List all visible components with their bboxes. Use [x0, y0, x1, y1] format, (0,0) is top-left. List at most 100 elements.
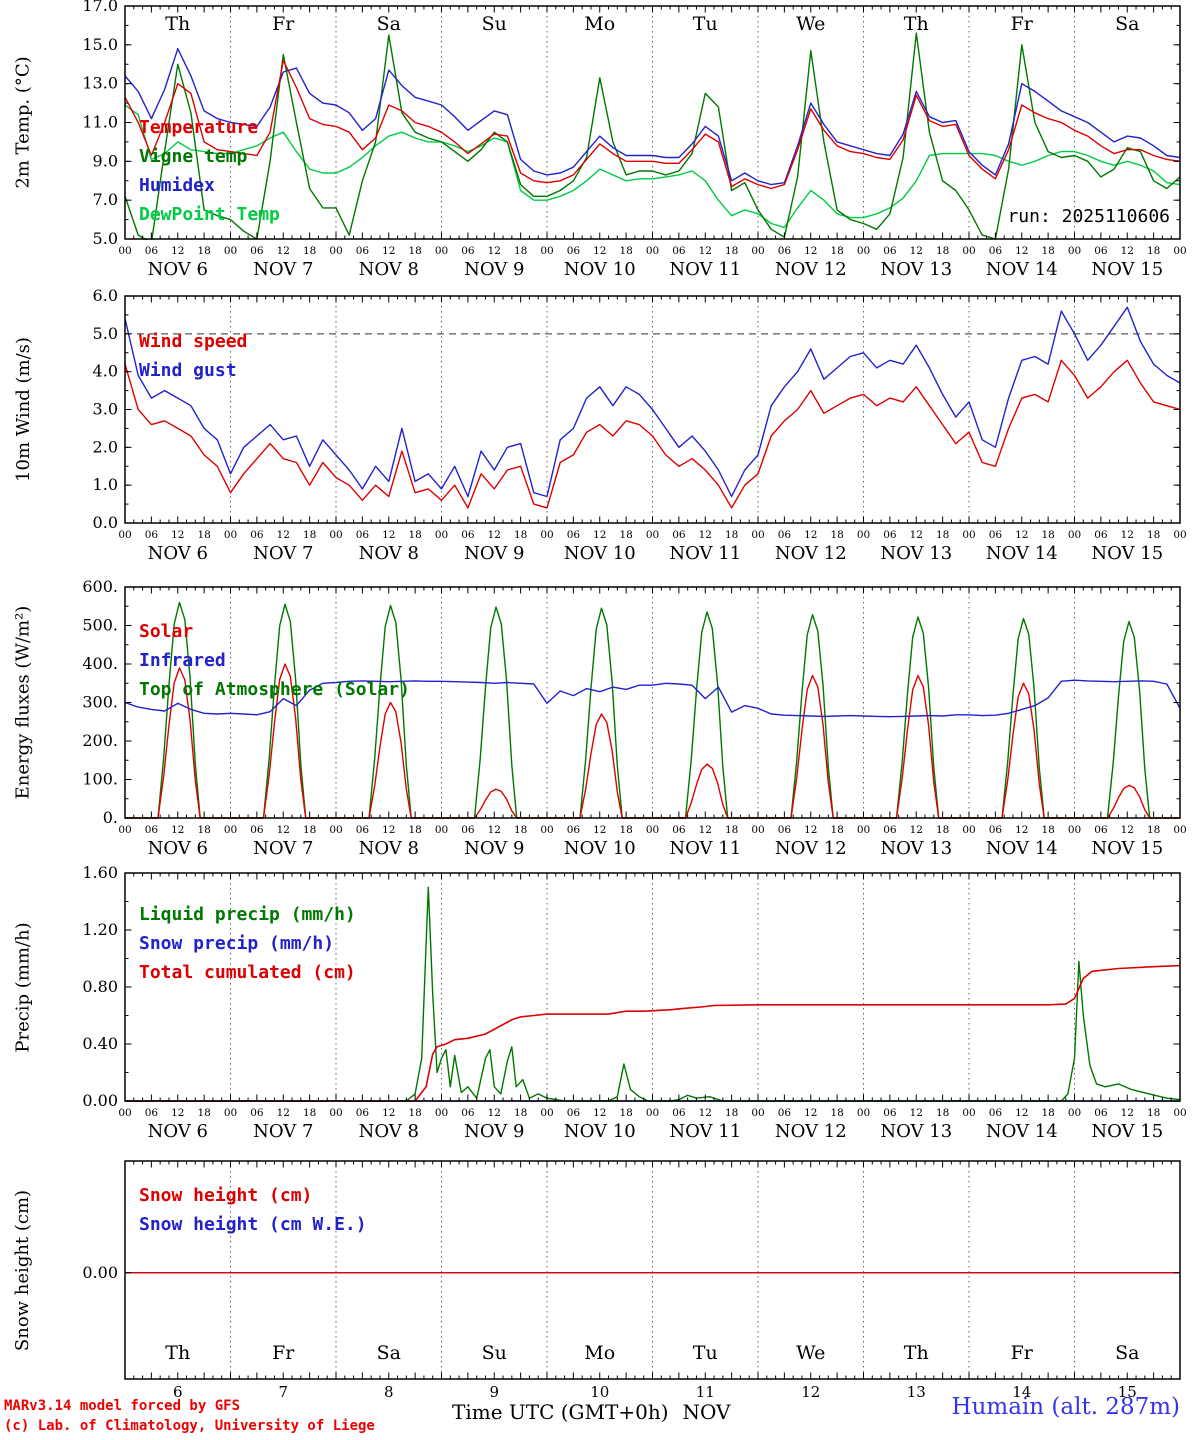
y-axis-title-energy: Energy fluxes (W/m²)	[0, 587, 46, 818]
svg-text:00: 00	[118, 245, 131, 257]
svg-text:00: 00	[435, 529, 448, 541]
svg-text:12: 12	[910, 245, 923, 257]
svg-text:300.: 300.	[82, 693, 118, 712]
svg-text:00: 00	[435, 1107, 448, 1119]
svg-text:Th: Th	[165, 1342, 190, 1364]
svg-text:00: 00	[540, 824, 553, 836]
svg-text:18: 18	[514, 529, 527, 541]
svg-text:600.: 600.	[82, 577, 118, 596]
svg-text:NOV 14: NOV 14	[986, 838, 1058, 859]
svg-text:100.: 100.	[82, 770, 118, 789]
svg-text:06: 06	[145, 824, 159, 836]
svg-text:5.0: 5.0	[93, 229, 118, 248]
svg-text:00: 00	[751, 1107, 764, 1119]
svg-text:NOV 6: NOV 6	[148, 543, 208, 564]
svg-text:7: 7	[278, 1383, 288, 1401]
legend-snow: Snow height (cm) Snow height (cm W.E.)	[139, 1181, 367, 1239]
svg-text:18: 18	[514, 1107, 527, 1119]
svg-text:12: 12	[171, 529, 184, 541]
svg-text:06: 06	[567, 529, 581, 541]
svg-text:00: 00	[1173, 824, 1186, 836]
svg-text:18: 18	[936, 1107, 949, 1119]
svg-text:18: 18	[1147, 1107, 1160, 1119]
svg-text:18: 18	[1041, 245, 1054, 257]
svg-text:NOV 8: NOV 8	[359, 259, 419, 280]
svg-text:06: 06	[672, 245, 686, 257]
svg-text:00: 00	[224, 1107, 237, 1119]
svg-text:00: 00	[857, 529, 870, 541]
svg-text:00: 00	[1068, 824, 1081, 836]
run-label: run: 2025110606	[1007, 206, 1170, 227]
svg-text:00: 00	[118, 824, 131, 836]
svg-text:06: 06	[356, 824, 370, 836]
svg-text:NOV 6: NOV 6	[148, 259, 208, 280]
svg-text:NOV 12: NOV 12	[775, 1121, 847, 1142]
svg-text:18: 18	[514, 245, 527, 257]
svg-text:06: 06	[145, 245, 159, 257]
svg-text:00: 00	[1068, 245, 1081, 257]
y-axis-title-temp: 2m Temp. (°C)	[0, 6, 46, 239]
svg-text:12: 12	[1015, 529, 1028, 541]
svg-text:NOV 11: NOV 11	[669, 259, 741, 280]
svg-text:00: 00	[857, 245, 870, 257]
svg-text:12: 12	[593, 1107, 606, 1119]
svg-text:NOV 12: NOV 12	[775, 543, 847, 564]
svg-text:Fr: Fr	[1011, 13, 1034, 35]
svg-text:Th: Th	[904, 13, 929, 35]
svg-text:06: 06	[672, 1107, 686, 1119]
svg-text:6: 6	[173, 1383, 183, 1401]
legend-item-humidex: Humidex	[139, 175, 215, 196]
month-label: NOV	[682, 1400, 731, 1424]
svg-text:18: 18	[725, 245, 738, 257]
y-axis-title-precip: Precip (mm/h)	[0, 873, 46, 1101]
svg-text:Fr: Fr	[1011, 1342, 1034, 1364]
svg-text:18: 18	[830, 529, 843, 541]
svg-text:18: 18	[197, 824, 210, 836]
svg-text:18: 18	[1147, 529, 1160, 541]
svg-text:06: 06	[778, 1107, 792, 1119]
svg-text:12: 12	[1121, 245, 1134, 257]
svg-text:18: 18	[408, 1107, 421, 1119]
svg-text:00: 00	[857, 1107, 870, 1119]
svg-text:00: 00	[962, 529, 975, 541]
svg-text:00: 00	[962, 1107, 975, 1119]
svg-text:Sa: Sa	[377, 13, 401, 35]
svg-text:NOV 7: NOV 7	[253, 838, 313, 859]
svg-text:12: 12	[277, 529, 290, 541]
svg-text:06: 06	[883, 1107, 897, 1119]
svg-text:13.0: 13.0	[82, 74, 118, 93]
svg-text:00: 00	[1068, 1107, 1081, 1119]
svg-text:06: 06	[250, 245, 264, 257]
legend-item-vigne-temp: Vigne temp	[139, 146, 248, 167]
svg-text:12: 12	[1121, 824, 1134, 836]
svg-text:9: 9	[489, 1383, 499, 1401]
svg-text:0.0: 0.0	[93, 513, 118, 532]
svg-text:06: 06	[356, 1107, 370, 1119]
svg-text:13: 13	[907, 1383, 926, 1401]
svg-text:06: 06	[145, 529, 159, 541]
svg-text:12: 12	[804, 1107, 817, 1119]
svg-text:NOV 10: NOV 10	[564, 838, 636, 859]
svg-text:18: 18	[197, 529, 210, 541]
svg-text:18: 18	[197, 245, 210, 257]
svg-text:00: 00	[751, 824, 764, 836]
svg-text:12: 12	[804, 824, 817, 836]
svg-text:1.0: 1.0	[93, 475, 118, 494]
svg-text:NOV 10: NOV 10	[564, 1121, 636, 1142]
svg-text:Tu: Tu	[693, 13, 718, 35]
svg-text:06: 06	[778, 824, 792, 836]
svg-text:00: 00	[962, 245, 975, 257]
svg-text:0.: 0.	[103, 808, 118, 827]
svg-text:12: 12	[171, 1107, 184, 1119]
svg-text:12: 12	[801, 1383, 820, 1401]
legend-item-snow-precip: Snow precip (mm/h)	[139, 933, 335, 954]
svg-text:12: 12	[593, 824, 606, 836]
svg-text:06: 06	[461, 1107, 475, 1119]
svg-text:NOV 15: NOV 15	[1091, 1121, 1163, 1142]
svg-text:00: 00	[329, 824, 342, 836]
svg-text:9.0: 9.0	[93, 151, 118, 170]
svg-text:12: 12	[488, 824, 501, 836]
svg-text:06: 06	[672, 824, 686, 836]
